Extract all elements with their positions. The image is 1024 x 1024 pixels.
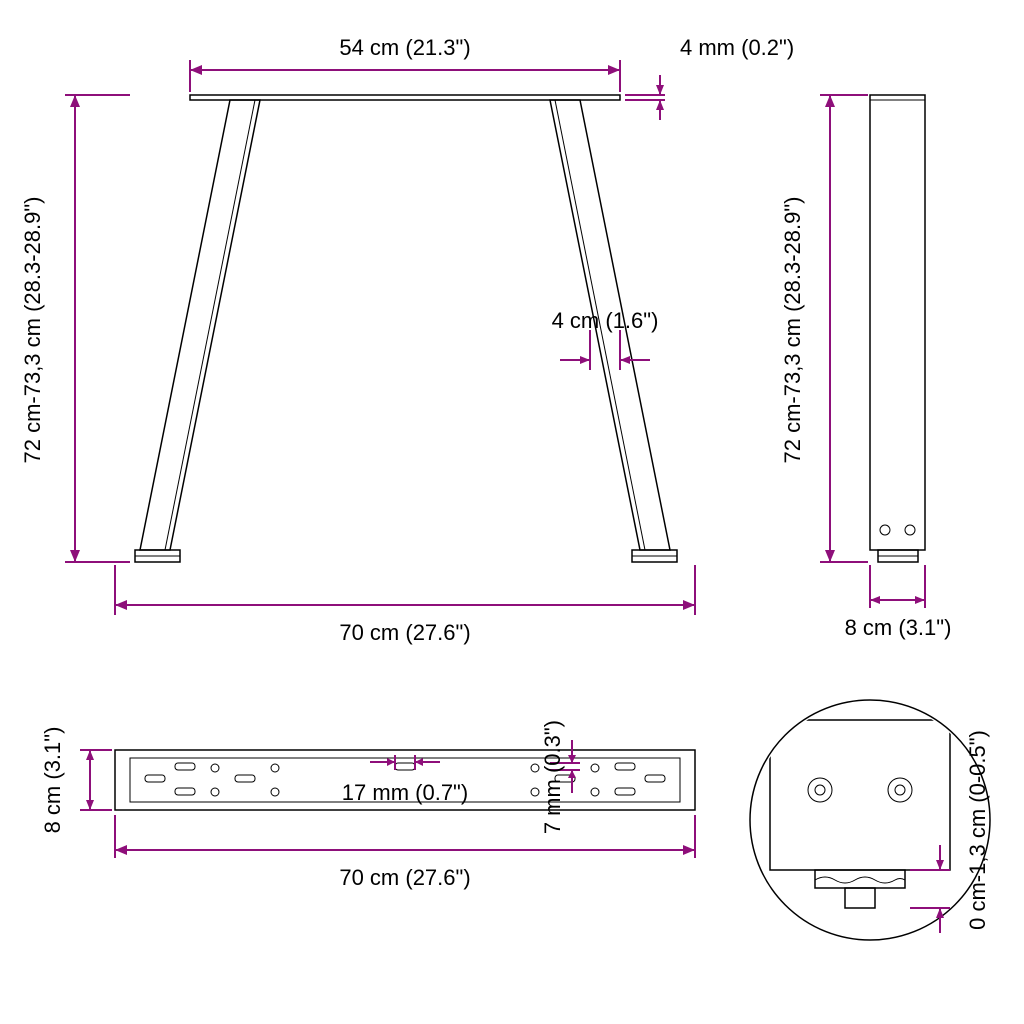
dim-top-depth: 8 cm (3.1") bbox=[40, 727, 112, 834]
dim-front-height: 72 cm-73,3 cm (28.3-28.9") bbox=[20, 95, 130, 562]
dim-leg-width-label: 4 cm (1.6") bbox=[552, 308, 659, 333]
dim-adjuster-range-label: 0 cm-1,3 cm (0-0.5") bbox=[965, 730, 990, 930]
dim-bottom-width: 70 cm (27.6") bbox=[115, 565, 695, 645]
technical-drawing: 54 cm (21.3") 4 mm (0.2") 72 cm-73,3 cm … bbox=[0, 0, 1024, 1024]
dim-top-length-label: 70 cm (27.6") bbox=[339, 865, 470, 890]
dim-top-depth-label: 8 cm (3.1") bbox=[40, 727, 65, 834]
side-view: 72 cm-73,3 cm (28.3-28.9") 8 cm (3.1") bbox=[780, 95, 951, 640]
dim-top-width: 54 cm (21.3") bbox=[190, 35, 620, 92]
dim-side-height-label: 72 cm-73,3 cm (28.3-28.9") bbox=[780, 196, 805, 463]
dim-leg-width: 4 cm (1.6") bbox=[552, 308, 659, 370]
dim-side-depth: 8 cm (3.1") bbox=[845, 565, 952, 640]
dim-slot-width-label: 7 mm (0.3") bbox=[540, 720, 565, 834]
detail-view: 0 cm-1,3 cm (0-0.5") bbox=[750, 700, 990, 940]
dim-top-thickness-label: 4 mm (0.2") bbox=[680, 35, 794, 60]
top-view: 8 cm (3.1") 17 mm (0.7") 7 mm (0.3") bbox=[40, 720, 695, 890]
dim-front-height-label: 72 cm-73,3 cm (28.3-28.9") bbox=[20, 196, 45, 463]
dim-top-width-label: 54 cm (21.3") bbox=[339, 35, 470, 60]
dim-bottom-width-label: 70 cm (27.6") bbox=[339, 620, 470, 645]
dim-side-height: 72 cm-73,3 cm (28.3-28.9") bbox=[780, 95, 868, 562]
dim-top-thickness: 4 mm (0.2") bbox=[625, 35, 794, 120]
dim-top-length: 70 cm (27.6") bbox=[115, 815, 695, 890]
dim-slot-width: 7 mm (0.3") bbox=[540, 720, 580, 834]
dim-slot-length-label: 17 mm (0.7") bbox=[342, 780, 468, 805]
front-view: 54 cm (21.3") 4 mm (0.2") 72 cm-73,3 cm … bbox=[20, 35, 794, 645]
dim-side-depth-label: 8 cm (3.1") bbox=[845, 615, 952, 640]
